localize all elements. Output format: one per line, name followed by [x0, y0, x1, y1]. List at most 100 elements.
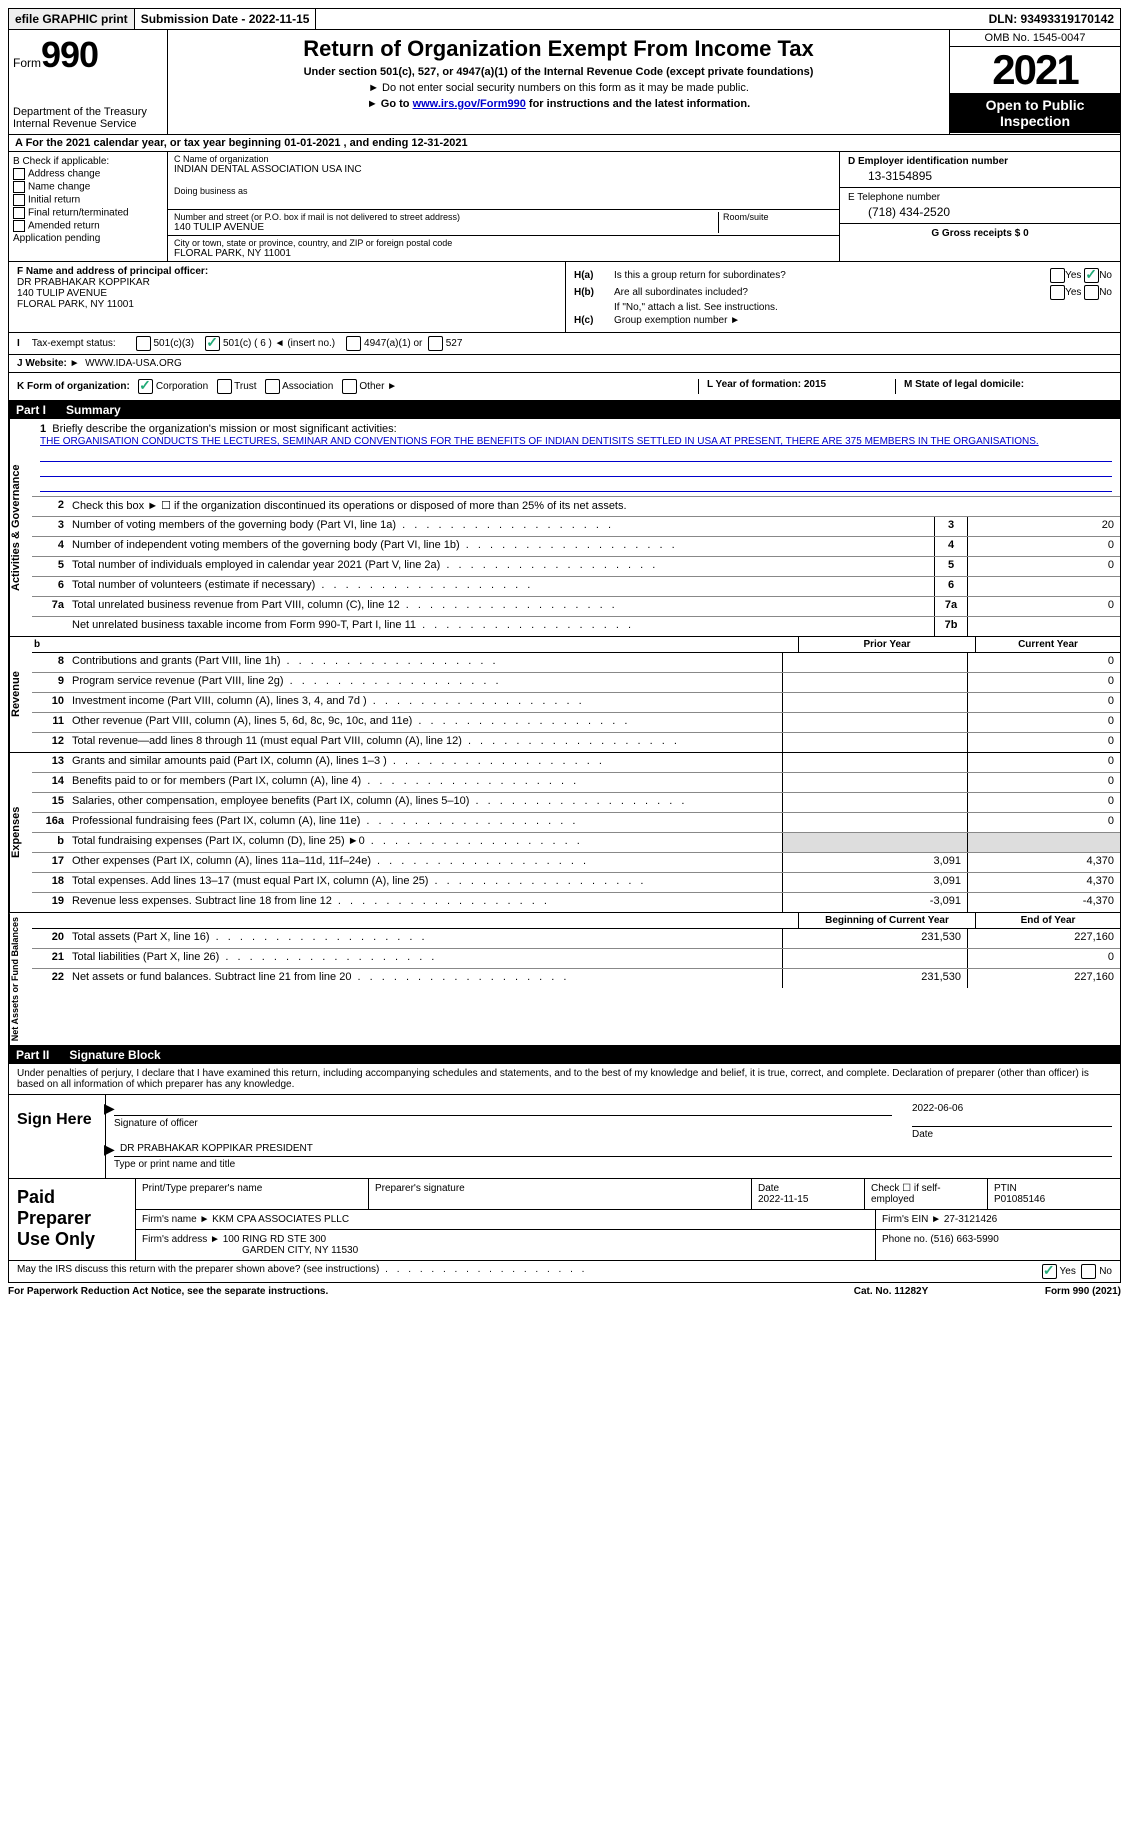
- discuss-yes[interactable]: [1042, 1264, 1057, 1279]
- part1-num: Part I: [16, 403, 66, 417]
- current-value: 0: [967, 693, 1120, 712]
- current-value: 4,370: [967, 853, 1120, 872]
- col-de: D Employer identification number 13-3154…: [840, 152, 1120, 261]
- discuss-no[interactable]: [1081, 1264, 1096, 1279]
- data-line: 17 Other expenses (Part IX, column (A), …: [32, 853, 1120, 873]
- date-line: [912, 1126, 1112, 1127]
- chk-assoc[interactable]: [265, 379, 280, 394]
- chk-address-change[interactable]: [13, 168, 25, 180]
- line-description: Net unrelated business taxable income fr…: [68, 617, 934, 636]
- self-employed-check[interactable]: Check ☐ if self-employed: [865, 1179, 988, 1209]
- summary-line: 5 Total number of individuals employed i…: [32, 557, 1120, 577]
- netassets-header-row: Beginning of Current Year End of Year: [32, 913, 1120, 929]
- hc-text: Group exemption number ►: [614, 315, 1112, 326]
- form-number: 990: [41, 34, 98, 75]
- chk-trust[interactable]: [217, 379, 232, 394]
- part2-title: Signature Block: [69, 1048, 160, 1062]
- section-fh: F Name and address of principal officer:…: [8, 262, 1121, 333]
- efile-print-button[interactable]: efile GRAPHIC print: [9, 9, 135, 29]
- ha-yes[interactable]: [1050, 268, 1065, 283]
- current-value: 0: [967, 653, 1120, 672]
- hb-yes[interactable]: [1050, 285, 1065, 300]
- sign-here-label: Sign Here: [9, 1095, 106, 1178]
- preparer-sig-label: Preparer's signature: [369, 1179, 752, 1209]
- data-line: 22 Net assets or fund balances. Subtract…: [32, 969, 1120, 988]
- row-i-tax-status: I Tax-exempt status: 501(c)(3) 501(c) ( …: [8, 333, 1121, 355]
- line-value: 0: [967, 537, 1120, 556]
- chk-amended[interactable]: [13, 220, 25, 232]
- firm-addr1: 100 RING RD STE 300: [223, 1234, 326, 1245]
- chk-final-return[interactable]: [13, 207, 25, 219]
- prior-value: -3,091: [782, 893, 967, 912]
- chk-other[interactable]: [342, 379, 357, 394]
- data-line: 14 Benefits paid to or for members (Part…: [32, 773, 1120, 793]
- hc-label: H(c): [574, 315, 614, 326]
- officer-city: FLORAL PARK, NY 11001: [17, 299, 557, 310]
- prior-value: [782, 693, 967, 712]
- ha-no[interactable]: [1084, 268, 1099, 283]
- current-value: [967, 833, 1120, 852]
- ha-label: H(a): [574, 270, 614, 281]
- firm-ein-label: Firm's EIN ►: [882, 1214, 941, 1225]
- line1-num: 1: [40, 423, 46, 435]
- lbl-no2: No: [1099, 287, 1112, 298]
- irs-link[interactable]: www.irs.gov/Form990: [413, 98, 526, 110]
- revenue-section: Revenue b Prior Year Current Year 8 Cont…: [8, 637, 1121, 753]
- firm-name: KKM CPA ASSOCIATES PLLC: [212, 1214, 349, 1225]
- expenses-section: Expenses 13 Grants and similar amounts p…: [8, 753, 1121, 913]
- hb-no[interactable]: [1084, 285, 1099, 300]
- current-value: 0: [967, 949, 1120, 968]
- chk-501c3[interactable]: [136, 336, 151, 351]
- part1-header: Part I Summary: [8, 401, 1121, 419]
- chk-501c[interactable]: [205, 336, 220, 351]
- paid-date-label: Date: [758, 1183, 779, 1194]
- line-description: Total fundraising expenses (Part IX, col…: [68, 833, 782, 852]
- firm-ein: 27-3121426: [944, 1214, 997, 1225]
- irs-label: Internal Revenue Service: [13, 118, 163, 130]
- line-number: 8: [32, 653, 68, 672]
- lbl-initial-return: Initial return: [28, 195, 80, 206]
- chk-corp[interactable]: [138, 379, 153, 394]
- firm-name-label: Firm's name ►: [142, 1214, 209, 1225]
- line-description: Total unrelated business revenue from Pa…: [68, 597, 934, 616]
- chk-name-change[interactable]: [13, 181, 25, 193]
- discuss-row: May the IRS discuss this return with the…: [8, 1261, 1121, 1283]
- line-number: 22: [32, 969, 68, 988]
- officer-street: 140 TULIP AVENUE: [17, 288, 557, 299]
- line-number: 4: [32, 537, 68, 556]
- org-name-label: C Name of organization: [174, 154, 833, 164]
- line-number: 14: [32, 773, 68, 792]
- header-middle: Return of Organization Exempt From Incom…: [168, 30, 950, 134]
- lbl-app-pending: Application pending: [13, 233, 100, 244]
- form-footer: Form 990 (2021): [981, 1286, 1121, 1297]
- blank-line: [40, 477, 1112, 492]
- lbl-yes3: Yes: [1060, 1266, 1076, 1277]
- open-inspection: Open to Public Inspection: [950, 93, 1120, 133]
- data-line: 8 Contributions and grants (Part VIII, l…: [32, 653, 1120, 673]
- prior-value: [782, 713, 967, 732]
- mission-block: 1 Briefly describe the organization's mi…: [32, 419, 1120, 496]
- ein-label: D Employer identification number: [848, 156, 1112, 167]
- col-f-officer: F Name and address of principal officer:…: [9, 262, 566, 332]
- line-number: 11: [32, 713, 68, 732]
- line-number: 21: [32, 949, 68, 968]
- chk-initial-return[interactable]: [13, 194, 25, 206]
- chk-527[interactable]: [428, 336, 443, 351]
- paid-preparer-label: Paid Preparer Use Only: [9, 1179, 136, 1260]
- net-assets-section: Net Assets or Fund Balances Beginning of…: [8, 913, 1121, 1046]
- vtab-net-assets: Net Assets or Fund Balances: [9, 913, 32, 1045]
- col-c-org-info: C Name of organization INDIAN DENTAL ASS…: [168, 152, 840, 261]
- prior-value: [782, 949, 967, 968]
- line2-text: Check this box ► ☐ if the organization d…: [68, 497, 1120, 516]
- line-number: 19: [32, 893, 68, 912]
- lbl-corp: Corporation: [156, 381, 208, 392]
- section-bcde: B Check if applicable: Address change Na…: [8, 152, 1121, 262]
- chk-4947[interactable]: [346, 336, 361, 351]
- form-subtitle: Under section 501(c), 527, or 4947(a)(1)…: [174, 66, 943, 78]
- officer-signature-line[interactable]: ▶: [114, 1115, 892, 1116]
- line-description: Salaries, other compensation, employee b…: [68, 793, 782, 812]
- current-value: 0: [967, 773, 1120, 792]
- prior-year-header: Prior Year: [798, 637, 975, 652]
- phone-value: (718) 434-2520: [848, 205, 1112, 219]
- lbl-527: 527: [446, 338, 463, 349]
